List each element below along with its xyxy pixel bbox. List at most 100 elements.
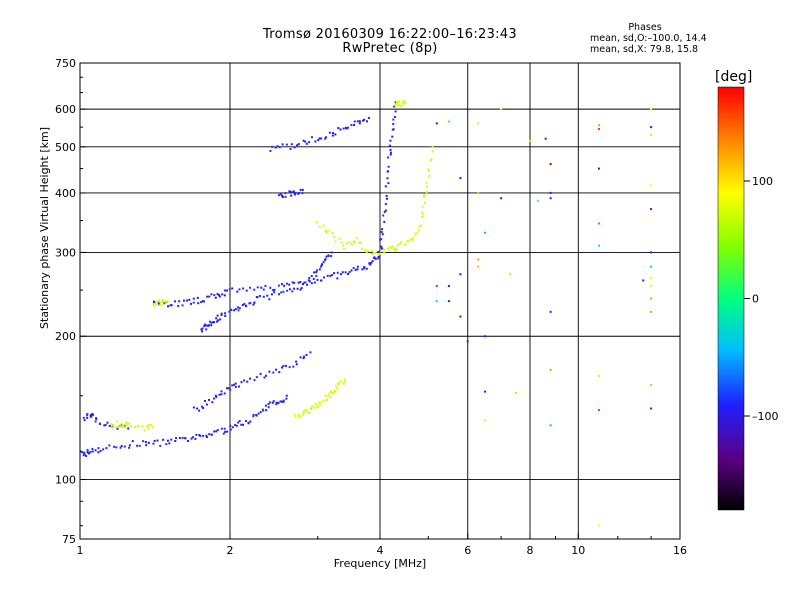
echo-point (597, 222, 600, 225)
echo-point (350, 243, 353, 246)
echo-point (288, 283, 291, 286)
echo-point (370, 261, 373, 264)
echo-point (379, 238, 382, 241)
echo-point (342, 127, 345, 130)
echo-point (324, 136, 327, 139)
echo-point (104, 423, 107, 426)
echo-point (201, 330, 204, 333)
echo-point (278, 146, 281, 149)
echo-point (245, 305, 248, 308)
echo-point (322, 224, 325, 227)
echo-point (277, 194, 280, 197)
echo-point (91, 412, 94, 415)
echo-point (223, 427, 226, 430)
echo-point (597, 244, 600, 247)
echo-point (597, 167, 600, 170)
echo-point (329, 390, 332, 393)
echo-point (447, 120, 450, 123)
echo-point (237, 306, 240, 309)
echo-point (302, 357, 305, 360)
echo-point (113, 445, 116, 448)
echo-point (182, 299, 185, 302)
echo-point (308, 141, 311, 144)
echo-point (650, 310, 653, 313)
echo-point (410, 238, 413, 241)
echo-point (340, 273, 343, 276)
echo-point (477, 191, 480, 194)
x-tick-label: 1 (77, 544, 84, 557)
echo-point (293, 146, 296, 149)
echo-point (362, 119, 365, 122)
echo-point (91, 413, 94, 416)
echo-point (240, 423, 243, 426)
echo-point (98, 422, 101, 425)
y-tick-label: 100 (55, 474, 76, 487)
echo-point (105, 447, 108, 450)
echo-point (310, 275, 313, 278)
echo-point (372, 252, 375, 255)
x-tick-label: 8 (527, 544, 534, 557)
echo-point (280, 366, 283, 369)
echo-point (343, 378, 346, 381)
echo-point (282, 290, 285, 293)
echo-point (253, 288, 256, 291)
echo-point (229, 424, 232, 427)
echo-point (128, 446, 131, 449)
echo-point (276, 145, 279, 148)
echo-point (231, 426, 234, 429)
echo-point (166, 300, 169, 303)
echo-point (299, 356, 302, 359)
echo-point (336, 277, 339, 280)
echo-point (152, 442, 155, 445)
echo-point (127, 422, 130, 425)
echo-point (137, 425, 140, 428)
echo-point (650, 277, 653, 280)
echo-point (308, 280, 311, 283)
echo-point (316, 405, 319, 408)
echo-point (198, 409, 201, 412)
echo-point (205, 324, 208, 327)
echo-point (314, 140, 317, 143)
echo-point (306, 409, 309, 412)
echo-point (421, 205, 424, 208)
echo-point (318, 404, 321, 407)
echo-point (273, 291, 276, 294)
echo-point (79, 450, 82, 453)
echo-point (255, 414, 258, 417)
echo-point (301, 413, 304, 416)
echo-point (228, 310, 231, 313)
echo-point (120, 444, 123, 447)
echo-point (318, 225, 321, 228)
echo-point (285, 364, 288, 367)
echo-point (294, 415, 297, 418)
echo-point (277, 284, 280, 287)
echo-point (123, 425, 126, 428)
echo-point (324, 258, 327, 261)
echo-point (385, 194, 388, 197)
echo-point (220, 393, 223, 396)
echo-point (392, 118, 395, 121)
echo-point (152, 304, 155, 307)
echo-point (288, 190, 291, 193)
echo-point (243, 379, 246, 382)
echo-point (231, 287, 234, 290)
echo-point (201, 405, 204, 408)
colorbar-tick-label: 0 (752, 293, 759, 306)
echo-point (215, 320, 218, 323)
echo-point (331, 274, 334, 277)
echo-point (377, 255, 380, 258)
echo-point (374, 251, 377, 254)
echo-point (366, 120, 369, 123)
echo-point (354, 268, 357, 271)
echo-point (197, 302, 200, 305)
echo-point (308, 411, 311, 414)
echo-point (334, 133, 337, 136)
echo-point (399, 104, 402, 107)
x-tick-label: 4 (377, 544, 384, 557)
echo-point (377, 257, 380, 260)
echo-point (203, 400, 206, 403)
echo-point (224, 289, 227, 292)
echo-point (361, 268, 364, 271)
echo-point (284, 192, 287, 195)
